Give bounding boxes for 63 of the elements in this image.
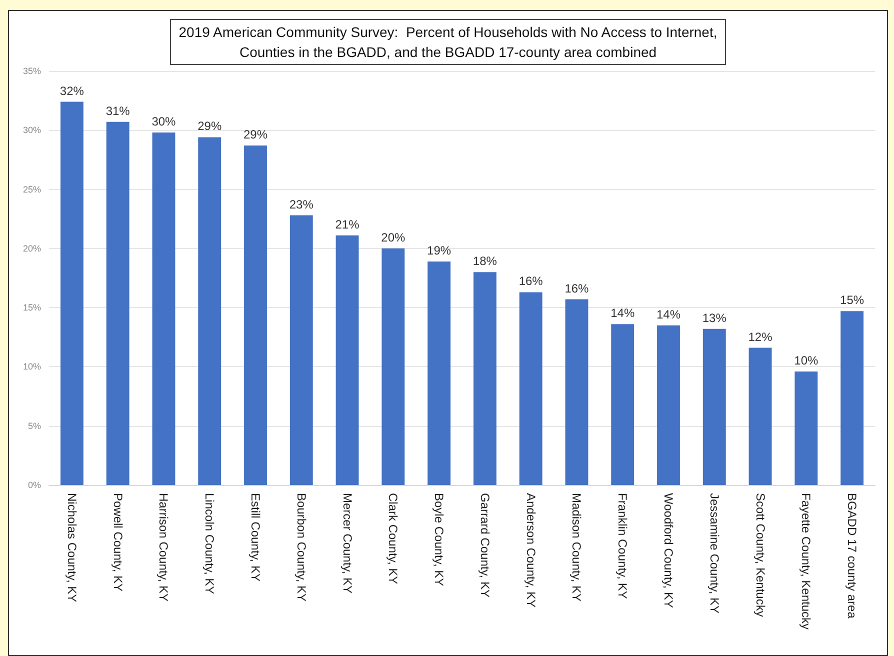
bar [382, 248, 405, 485]
x-tick-label: Nicholas County, KY [64, 493, 79, 602]
x-tick-label: Scott County, Kentucky [753, 493, 768, 617]
data-label: 23% [289, 197, 314, 212]
x-tick-label: Madison County, KY [570, 493, 584, 602]
data-label: 15% [840, 293, 864, 308]
chart-title: 2019 American Community Survey: Percent of Households with No Access to Internet, Counties in the BGADD, and the BGADD 17-county area combined [178, 24, 718, 60]
y-tick-label: 5% [28, 420, 41, 431]
x-tick-label: Harrison County, KY [156, 493, 171, 602]
bar [336, 235, 359, 485]
bar [244, 146, 267, 485]
bar [840, 311, 864, 485]
data-label: 29% [243, 128, 268, 142]
data-label: 13% [702, 310, 727, 325]
x-tick-label: Jessamine County, KY [707, 493, 722, 614]
bar [106, 122, 130, 485]
bar [290, 215, 313, 485]
bar [60, 102, 84, 485]
x-tick-label: BGADD 17 county area [845, 493, 860, 619]
data-label: 14% [610, 306, 635, 320]
x-tick-label: Fayette County, Kentucky [799, 493, 814, 630]
bar [702, 328, 726, 485]
bar [794, 371, 818, 485]
data-label: 31% [106, 104, 130, 118]
data-label: 20% [381, 230, 406, 244]
data-label: 16% [518, 274, 544, 288]
x-tick-label: Clark County, KY [386, 493, 400, 584]
bar [565, 299, 588, 485]
data-label: 18% [472, 254, 498, 268]
bar [198, 137, 222, 485]
x-tick-label: Garrard County, KY [478, 493, 492, 598]
y-tick-label: 10% [22, 362, 41, 372]
y-tick-label: 25% [22, 184, 41, 194]
y-tick-label: 20% [22, 243, 41, 254]
data-label: 16% [564, 281, 590, 296]
y-tick-label: 15% [22, 302, 41, 313]
x-tick-label: Bourbon County, KY [294, 493, 308, 602]
data-label: 19% [427, 243, 452, 258]
bar [473, 272, 496, 485]
data-label: 29% [198, 119, 222, 134]
data-label: 14% [656, 307, 681, 322]
data-label: 21% [335, 217, 360, 232]
x-tick-label: Powell County, KY [110, 493, 125, 592]
x-tick-label: Estill County, KY [248, 493, 262, 582]
x-tick-label: Woodford County, KY [662, 493, 676, 608]
x-tick-label: Boyle County, KY [432, 493, 446, 586]
bar [611, 324, 634, 485]
y-tick-label: 30% [22, 125, 41, 136]
bar [519, 292, 542, 485]
bar [748, 348, 772, 485]
data-label: 30% [152, 114, 176, 129]
x-tick-label: Lincoln County, KY [202, 493, 217, 594]
x-tick-label: Franklin County, KY [616, 493, 630, 599]
data-label: 12% [748, 330, 773, 344]
data-label: 32% [60, 84, 84, 98]
data-label: 10% [794, 353, 818, 368]
bar [657, 325, 680, 485]
bar [152, 132, 176, 485]
x-tick-label: Mercer County, KY [340, 493, 354, 594]
y-tick-label: 0% [28, 480, 41, 490]
x-tick-label: Anderson County, KY [524, 493, 538, 608]
bar [428, 261, 451, 485]
y-tick-label: 35% [22, 66, 41, 76]
